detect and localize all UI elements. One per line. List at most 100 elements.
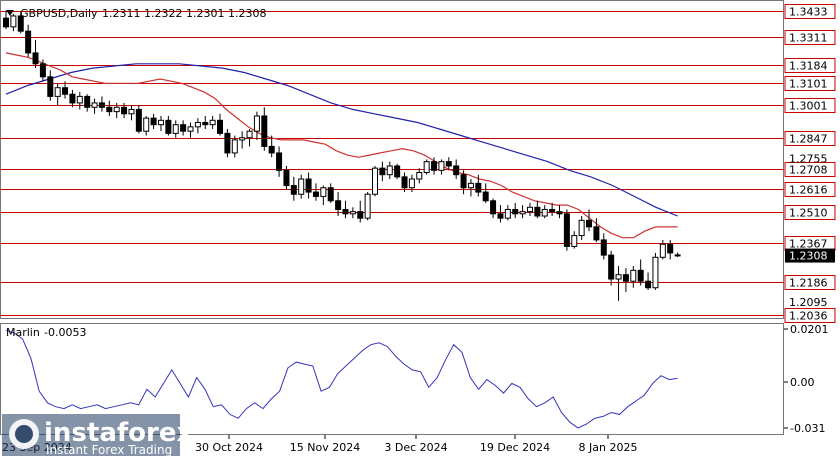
- slow-ma-line: [5, 63, 678, 217]
- candle: [593, 218, 600, 243]
- candle: [608, 250, 615, 286]
- candle: [276, 146, 283, 177]
- candle: [47, 70, 54, 101]
- candle: [305, 172, 312, 199]
- candle: [475, 174, 482, 197]
- candle: [224, 129, 231, 158]
- candle: [128, 105, 135, 121]
- instaforex-logo: instaforex Instant Forex Trading: [2, 414, 194, 457]
- price-level-box: [784, 4, 836, 19]
- candle: [586, 209, 593, 232]
- candle: [416, 168, 423, 184]
- candle: [423, 159, 430, 175]
- candle: [69, 89, 76, 108]
- candle: [32, 39, 39, 69]
- price-level-box: [784, 30, 836, 45]
- candle: [445, 157, 452, 171]
- indicator-axis-bottom: -0.031: [790, 422, 825, 435]
- candle: [563, 209, 570, 251]
- candle: [261, 107, 268, 151]
- fast-ma-line: [5, 52, 678, 239]
- candle: [467, 179, 474, 197]
- price-level-label: 1.2708: [789, 164, 828, 177]
- candle: [121, 102, 128, 119]
- candle: [172, 120, 179, 138]
- candle: [290, 176, 297, 201]
- price-level-box: [784, 58, 836, 73]
- candle: [17, 11, 24, 34]
- candle: [187, 122, 194, 138]
- candle: [364, 192, 371, 221]
- candle: [180, 120, 187, 136]
- candle: [10, 13, 17, 32]
- time-axis-label: 30 Oct 2024: [195, 441, 263, 454]
- candle: [431, 157, 438, 175]
- candle: [652, 252, 659, 290]
- marlin-line: [5, 329, 678, 429]
- candle: [283, 165, 290, 190]
- candle: [3, 10, 9, 30]
- price-level-box: [784, 98, 836, 113]
- time-axis-label: 3 Dec 2024: [384, 441, 447, 454]
- candle: [217, 113, 224, 136]
- candle: [231, 135, 238, 158]
- candle: [268, 135, 275, 158]
- candle: [106, 100, 113, 116]
- candle: [157, 115, 164, 132]
- candlesticks: [3, 10, 681, 301]
- candle: [386, 161, 393, 180]
- candle: [54, 83, 61, 106]
- time-axis-label: 19 Dec 2024: [480, 441, 550, 454]
- price-level-label: 1.3101: [789, 78, 828, 91]
- price-level-box: [784, 182, 836, 197]
- candle: [504, 205, 511, 221]
- price-axis-tick: 1.2095: [789, 296, 828, 309]
- candle: [622, 268, 629, 293]
- close-value: 1.2308: [228, 7, 267, 20]
- candle: [253, 111, 260, 140]
- time-axis: 30 Oct 2024 15 Nov 2024 3 Dec 2024 19 Dec 2…: [2, 435, 637, 454]
- high-value: 1.2322: [144, 7, 183, 20]
- candle: [674, 252, 681, 258]
- candle: [62, 81, 69, 99]
- open-value: 1.2311: [102, 7, 141, 20]
- candle: [615, 265, 622, 301]
- oscillator-line: [5, 329, 678, 429]
- price-level-box: [784, 76, 836, 91]
- candle: [490, 198, 497, 219]
- price-level-label: 1.2510: [789, 207, 828, 220]
- brand-tagline: Instant Forex Trading: [46, 443, 172, 457]
- slow-moving-average: [5, 63, 678, 217]
- candle: [460, 170, 467, 195]
- candle: [135, 105, 142, 134]
- candle: [113, 102, 120, 119]
- candle: [312, 183, 319, 201]
- candle: [342, 200, 349, 219]
- price-level-label: 1.2367: [789, 238, 828, 251]
- candle: [202, 115, 209, 130]
- fast-moving-average: [5, 52, 678, 239]
- candle: [335, 192, 342, 216]
- candle: [76, 92, 83, 110]
- low-value: 1.2301: [186, 7, 225, 20]
- candle: [549, 202, 556, 216]
- candle: [150, 113, 157, 130]
- candle: [497, 205, 504, 223]
- collapse-triangle-icon[interactable]: [6, 10, 14, 16]
- time-axis-label: 15 Nov 2024: [290, 441, 360, 454]
- candle: [534, 200, 541, 219]
- candle: [541, 205, 548, 219]
- candle: [239, 131, 246, 149]
- candle: [320, 185, 327, 206]
- price-level-box: [784, 162, 836, 177]
- price-level-label: 1.3001: [789, 100, 828, 113]
- candle: [659, 239, 666, 260]
- price-level-box: [784, 275, 836, 290]
- candle: [209, 115, 216, 130]
- price-level-box: [784, 205, 836, 220]
- candle: [394, 163, 401, 180]
- candle: [512, 202, 519, 219]
- symbol-label: GBPUSD,Daily: [20, 7, 98, 20]
- candle: [482, 183, 489, 203]
